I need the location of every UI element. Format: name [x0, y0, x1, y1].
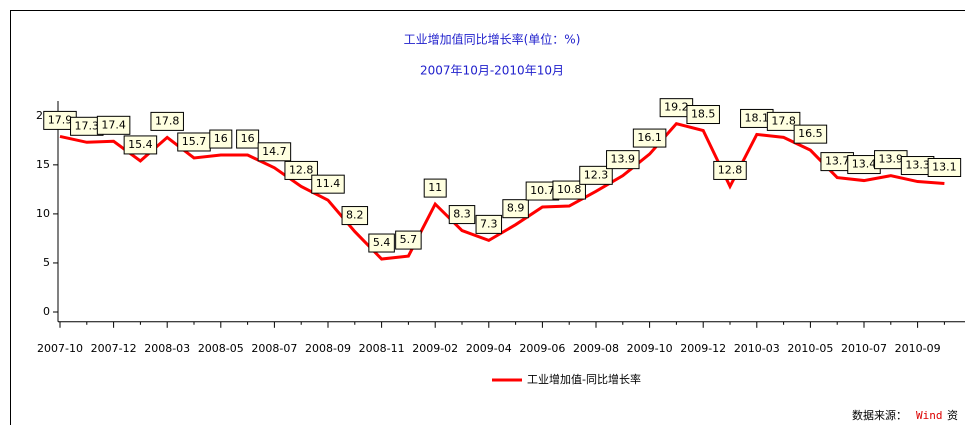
- x-tick-label: 2009-06: [519, 342, 565, 355]
- x-tick-label: 2007-10: [37, 342, 83, 355]
- data-label: 15.4: [128, 138, 153, 151]
- data-label: 12.8: [718, 163, 743, 176]
- data-label-box: [257, 142, 292, 162]
- data-label-box: [236, 129, 260, 149]
- data-label-box: [123, 135, 158, 155]
- data-label: 17.4: [101, 118, 126, 131]
- data-label-box: [475, 214, 503, 234]
- x-tick-label: 2008-03: [144, 342, 190, 355]
- source-name: Wind: [916, 409, 943, 422]
- data-label-box: [793, 124, 828, 144]
- data-label: 11.4: [316, 177, 341, 190]
- x-tick-label: 2009-02: [412, 342, 458, 355]
- data-label: 15.7: [182, 135, 207, 148]
- data-label: 16: [214, 132, 228, 145]
- data-label-box: [606, 150, 640, 170]
- data-label: 12.3: [584, 168, 609, 181]
- data-label: 17.9: [48, 113, 73, 126]
- data-label: 17.3: [75, 119, 100, 132]
- data-label: 5.4: [373, 236, 391, 249]
- data-label: 12.8: [289, 163, 314, 176]
- data-label: 7.3: [480, 217, 498, 230]
- data-label-box: [579, 165, 613, 185]
- data-label: 13.1: [932, 160, 957, 173]
- data-label: 17.8: [771, 114, 796, 127]
- data-label: 17.8: [155, 114, 180, 127]
- data-label-box: [448, 205, 476, 225]
- x-tick-label: 2009-12: [680, 342, 726, 355]
- data-label-box: [341, 206, 369, 226]
- y-tick-label: 5: [43, 256, 50, 269]
- x-tick-label: 2008-07: [251, 342, 297, 355]
- x-tick-label: 2008-11: [359, 342, 405, 355]
- data-label: 8.3: [453, 208, 471, 221]
- y-tick-label: 0: [43, 305, 50, 318]
- data-label: 16.1: [637, 131, 662, 144]
- data-label-box: [395, 230, 422, 250]
- chart-title: 工业增加值同比增长率(单位：%): [404, 32, 581, 47]
- x-tick-label: 2007-12: [91, 342, 137, 355]
- x-tick-label: 2010-03: [734, 342, 780, 355]
- data-label-box: [311, 174, 345, 194]
- y-tick-label: 15: [36, 158, 50, 171]
- data-label: 13.9: [879, 153, 904, 166]
- data-label: 18.1: [745, 111, 770, 124]
- data-label-box: [713, 160, 747, 180]
- x-tick-label: 2010-07: [841, 342, 887, 355]
- data-label-box: [284, 160, 318, 180]
- x-tick-label: 2010-09: [895, 342, 941, 355]
- data-label-box: [632, 128, 667, 148]
- data-label-box: [96, 115, 131, 135]
- frame: [10, 10, 965, 425]
- x-tick-label: 2009-08: [573, 342, 619, 355]
- x-tick-label: 2010-05: [787, 342, 833, 355]
- legend-label: 工业增加值-同比增长率: [527, 372, 641, 386]
- data-label: 14.7: [262, 145, 287, 158]
- data-label-box: [766, 111, 801, 131]
- data-label-box: [502, 199, 529, 219]
- source-label: 数据来源：: [852, 408, 907, 422]
- data-label: 13.9: [611, 153, 636, 166]
- data-label: 8.2: [346, 209, 364, 222]
- data-label: 16: [241, 132, 255, 145]
- series-line: [59, 121, 945, 261]
- x-tick-label: 2009-04: [466, 342, 512, 355]
- data-label-box: [686, 105, 720, 125]
- data-label-box: [150, 111, 184, 131]
- data-label: 13.3: [905, 159, 930, 172]
- data-label: 8.9: [507, 202, 525, 215]
- source-suffix: 资: [947, 409, 958, 422]
- data-label-box: [552, 180, 586, 200]
- data-label-box: [368, 233, 395, 253]
- data-label-box: [423, 178, 447, 198]
- data-label: 10.7: [530, 184, 555, 197]
- x-tick-label: 2009-10: [627, 342, 673, 355]
- data-label-box: [927, 157, 962, 177]
- chart-subtitle: 2007年10月-2010年10月: [420, 64, 564, 78]
- y-tick-label: 10: [36, 207, 50, 220]
- data-label: 11: [428, 181, 442, 194]
- data-label: 13.4: [852, 158, 877, 171]
- data-label: 10.8: [557, 183, 582, 196]
- data-label: 16.5: [798, 127, 823, 140]
- x-tick-label: 2008-09: [305, 342, 351, 355]
- data-label-box: [209, 129, 233, 149]
- data-label: 18.5: [691, 108, 716, 121]
- x-tick-label: 2008-05: [198, 342, 244, 355]
- data-label: 5.7: [400, 233, 418, 246]
- data-label: 13.7: [825, 155, 850, 168]
- data-label: 19.2: [664, 101, 689, 114]
